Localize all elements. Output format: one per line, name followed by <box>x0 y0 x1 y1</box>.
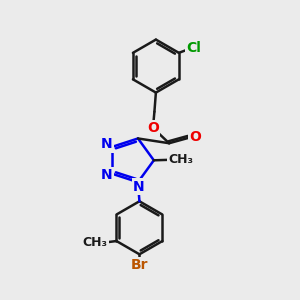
Text: N: N <box>101 168 113 182</box>
Text: CH₃: CH₃ <box>168 153 194 166</box>
Text: O: O <box>147 121 159 135</box>
Text: O: O <box>189 130 201 144</box>
Text: N: N <box>133 180 144 194</box>
Text: Br: Br <box>131 258 148 272</box>
Text: N: N <box>101 137 113 152</box>
Text: CH₃: CH₃ <box>83 236 108 249</box>
Text: Cl: Cl <box>186 41 201 55</box>
